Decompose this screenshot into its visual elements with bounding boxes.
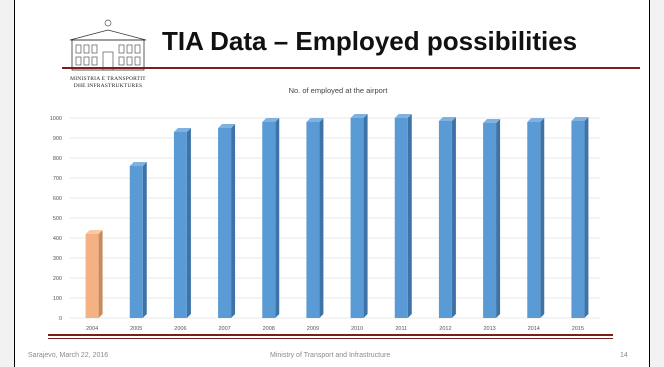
y-tick-label: 1000: [50, 116, 62, 122]
x-tick-label: 2015: [572, 326, 584, 332]
bar-2013: [483, 119, 501, 318]
footer-date: Sarajevo, March 22, 2016: [28, 352, 109, 359]
y-tick-label: 600: [53, 196, 62, 202]
x-tick-label: 2006: [174, 326, 186, 332]
x-tick-label: 2004: [86, 326, 98, 332]
footer-divider-thick: [48, 334, 613, 336]
bar-2014: [527, 118, 545, 318]
logo-text-line2: DHE INFRASTRUKTURES: [73, 83, 143, 89]
bar-2005: [129, 162, 147, 318]
bar-2015: [571, 117, 589, 318]
y-tick-label: 200: [53, 276, 62, 282]
bar-2011: [394, 114, 412, 318]
bar-2007: [218, 124, 236, 318]
ministry-logo: MINISTRIA E TRANSPORTIT DHE INFRASTRUKTU…: [62, 18, 154, 90]
y-tick-label: 500: [53, 216, 62, 222]
bar-2006: [173, 128, 191, 318]
y-tick-label: 700: [53, 176, 62, 182]
x-tick-label: 2005: [130, 326, 142, 332]
logo-text-line1: MINISTRIA E TRANSPORTIT: [70, 76, 146, 82]
x-tick-label: 2009: [307, 326, 319, 332]
bar-2010: [350, 114, 368, 318]
title-divider: [62, 67, 640, 69]
y-tick-label: 900: [53, 136, 62, 142]
ministry-building-icon: [69, 19, 147, 71]
x-tick-label: 2007: [218, 326, 230, 332]
page-number: 14: [620, 352, 628, 359]
x-tick-label: 2010: [351, 326, 363, 332]
y-tick-label: 0: [59, 316, 62, 322]
bar-2012: [438, 117, 456, 318]
bar-2004: [85, 230, 103, 318]
x-tick-label: 2012: [439, 326, 451, 332]
footer-divider-thin: [48, 338, 613, 339]
y-tick-label: 800: [53, 156, 62, 162]
slide-title: TIA Data – Employed possibilities: [162, 26, 578, 56]
x-tick-label: 2013: [483, 326, 495, 332]
x-tick-label: 2014: [528, 326, 540, 332]
bar-2008: [262, 118, 280, 318]
x-tick-label: 2011: [395, 326, 407, 332]
x-tick-label: 2008: [263, 326, 275, 332]
bar-2009: [306, 118, 324, 318]
y-tick-label: 300: [53, 256, 62, 262]
footer-organization: Ministry of Transport and Infrastructure: [270, 352, 391, 359]
y-tick-label: 100: [53, 296, 62, 302]
y-tick-label: 400: [53, 236, 62, 242]
chart-title: No. of employed at the airport: [289, 86, 389, 95]
